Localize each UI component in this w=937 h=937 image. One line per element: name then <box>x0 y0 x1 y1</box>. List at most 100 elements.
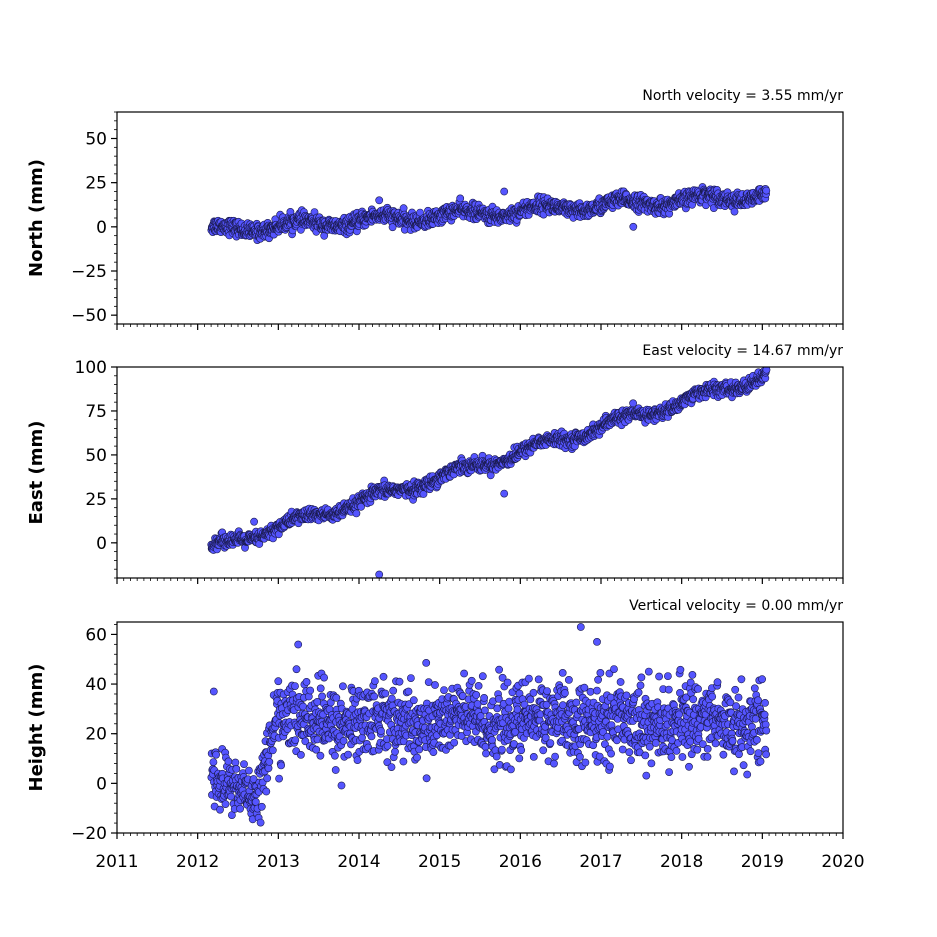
data-point <box>467 676 476 685</box>
data-point <box>693 745 702 754</box>
data-point <box>306 686 315 695</box>
data-point <box>291 736 300 744</box>
points-group <box>207 367 771 578</box>
data-point <box>539 746 548 755</box>
y-tick-label: 25 <box>85 490 107 510</box>
data-point <box>216 805 224 814</box>
data-point <box>357 502 365 511</box>
data-point <box>478 672 487 681</box>
data-point <box>277 761 285 770</box>
points-group <box>207 623 771 827</box>
data-point <box>415 745 424 754</box>
data-point <box>596 669 605 677</box>
data-point <box>665 768 673 776</box>
data-point <box>559 701 567 710</box>
data-point <box>409 696 418 705</box>
data-point <box>316 684 325 693</box>
data-point <box>301 737 310 746</box>
y-tick-label: 100 <box>75 358 107 378</box>
outlier-point <box>629 222 638 231</box>
y-tick-label: −50 <box>71 306 107 326</box>
data-point <box>517 746 526 755</box>
data-point <box>576 753 584 761</box>
outlier-point <box>500 187 509 196</box>
data-point <box>268 746 277 755</box>
data-point <box>472 691 481 699</box>
data-point <box>399 204 408 213</box>
data-point <box>440 686 448 694</box>
data-point <box>224 757 233 766</box>
data-point <box>625 748 634 757</box>
data-point <box>713 678 722 687</box>
y-tick-label: −25 <box>71 262 107 282</box>
data-point <box>212 750 220 759</box>
data-point <box>383 758 392 767</box>
data-point <box>636 681 645 690</box>
y-tick-label: 0 <box>96 534 107 554</box>
data-point <box>264 764 273 773</box>
data-point <box>456 194 465 203</box>
data-point <box>480 694 488 702</box>
data-point <box>422 774 431 783</box>
data-point <box>424 678 433 686</box>
data-point <box>622 691 631 700</box>
data-point <box>429 748 438 756</box>
y-tick-label: 0 <box>96 218 107 238</box>
outlier-point <box>375 570 384 578</box>
data-point <box>330 751 339 760</box>
data-point <box>685 762 693 771</box>
data-point <box>634 688 643 697</box>
data-point <box>221 800 230 808</box>
data-point <box>534 675 543 684</box>
data-point <box>580 683 589 692</box>
data-point <box>664 685 673 694</box>
y-tick-label: 50 <box>85 446 107 466</box>
data-point <box>312 745 321 754</box>
data-point <box>457 732 466 740</box>
data-point <box>339 737 348 745</box>
data-point <box>529 688 538 697</box>
data-point <box>494 695 503 703</box>
data-point <box>565 676 573 684</box>
data-point <box>377 727 385 735</box>
data-point <box>708 692 717 701</box>
data-point <box>642 771 651 780</box>
data-point <box>762 186 771 195</box>
data-point <box>395 677 404 686</box>
data-point <box>672 747 681 755</box>
data-point <box>367 732 376 741</box>
data-point <box>497 745 506 754</box>
data-point <box>244 766 253 775</box>
data-point <box>607 749 615 758</box>
data-point <box>331 766 340 774</box>
data-point <box>370 677 379 685</box>
data-point <box>694 735 703 743</box>
data-point <box>676 665 685 674</box>
data-point <box>629 399 637 408</box>
data-point <box>316 751 325 760</box>
data-point <box>610 665 618 673</box>
data-point <box>399 757 408 766</box>
data-point <box>686 737 695 746</box>
data-point <box>320 673 328 682</box>
data-point <box>391 747 399 756</box>
data-point <box>711 739 720 748</box>
data-point <box>730 207 739 216</box>
data-point <box>558 669 567 677</box>
data-point <box>678 753 687 761</box>
data-point <box>379 672 388 681</box>
data-point <box>488 736 496 744</box>
data-point <box>651 739 660 747</box>
data-point <box>529 753 538 761</box>
data-point <box>601 740 609 749</box>
data-point <box>231 758 240 767</box>
data-point <box>294 640 303 649</box>
data-point <box>292 665 301 674</box>
data-point <box>416 208 424 217</box>
data-point <box>613 736 621 745</box>
data-point <box>594 675 602 684</box>
data-point <box>413 753 421 762</box>
data-point <box>526 695 535 704</box>
data-point <box>332 693 341 702</box>
